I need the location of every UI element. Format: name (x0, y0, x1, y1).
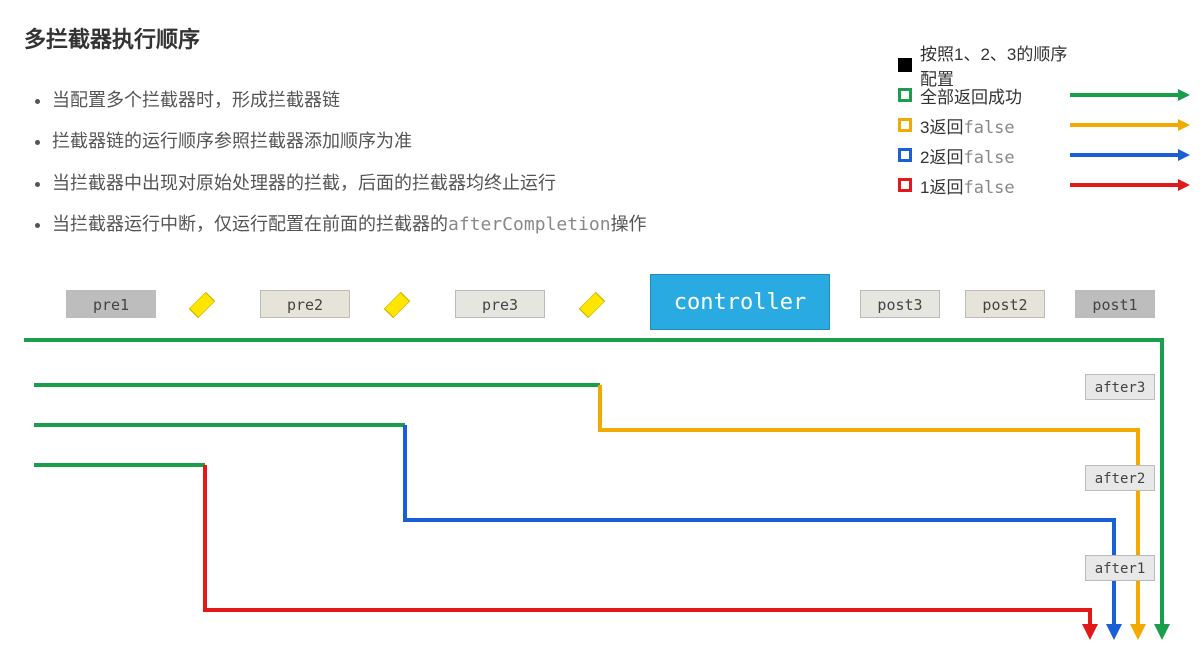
legend-mono: false (963, 148, 1014, 168)
diagram: pre1 pre2 pre3 post3 post2 post1 controller aft… (0, 270, 1202, 650)
stage-post2: post2 (965, 290, 1045, 318)
bullet-item: 当拦截器中出现对原始处理器的拦截，后面的拦截器均终止运行 (52, 163, 647, 204)
stage-pre1: pre1 (66, 290, 156, 318)
bullet-item: 拦截器链的运行顺序参照拦截器添加顺序为准 (52, 121, 647, 162)
legend-marker (898, 58, 912, 72)
legend-arrow (1070, 110, 1190, 140)
page-title: 多拦截器执行顺序 (24, 22, 200, 54)
after-after1: after1 (1085, 555, 1155, 581)
legend-label: 1返回false (920, 173, 1070, 198)
flow-red (205, 465, 1090, 632)
bullet-text: 当配置多个拦截器时，形成拦截器链 (52, 90, 340, 110)
legend-label: 全部返回成功 (920, 83, 1070, 108)
after-after3: after3 (1085, 374, 1155, 400)
bullet-text: 当拦截器运行中断，仅运行配置在前面的拦截器的 (52, 214, 448, 234)
legend-arrow (1070, 50, 1190, 80)
bullet-text: 操作 (611, 214, 647, 234)
legend-row: 按照1、2、3的顺序配置 (898, 50, 1190, 80)
legend-row: 3返回false (898, 110, 1190, 140)
flow-orange (600, 385, 1138, 632)
flow-blue (405, 425, 1114, 632)
legend-mono: false (963, 178, 1014, 198)
legend-arrow (1070, 170, 1190, 200)
legend-row: 2返回false (898, 140, 1190, 170)
stage-post1: post1 (1075, 290, 1155, 318)
legend-arrow (1070, 80, 1190, 110)
legend-marker (898, 148, 912, 162)
legend: 按照1、2、3的顺序配置全部返回成功 3返回false 2返回false 1返回fal… (898, 50, 1190, 200)
bullet-text: 拦截器链的运行顺序参照拦截器添加顺序为准 (52, 131, 412, 151)
legend-arrow (1070, 140, 1190, 170)
legend-mono: false (963, 118, 1014, 138)
stage-pre2: pre2 (260, 290, 350, 318)
legend-marker (898, 88, 912, 102)
bullet-list: 当配置多个拦截器时，形成拦截器链 拦截器链的运行顺序参照拦截器添加顺序为准 当拦… (24, 80, 647, 246)
bullet-item: 当拦截器运行中断，仅运行配置在前面的拦截器的afterCompletion操作 (52, 204, 647, 245)
bullet-item: 当配置多个拦截器时，形成拦截器链 (52, 80, 647, 121)
legend-row: 全部返回成功 (898, 80, 1190, 110)
legend-label: 2返回false (920, 143, 1070, 168)
stage-post3: post3 (860, 290, 940, 318)
legend-marker (898, 178, 912, 192)
flow-lines (0, 270, 1202, 650)
controller-box: controller (650, 274, 830, 330)
bullet-text: 当拦截器中出现对原始处理器的拦截，后面的拦截器均终止运行 (52, 173, 556, 193)
stage-pre3: pre3 (455, 290, 545, 318)
bullet-mono: afterCompletion (448, 214, 611, 235)
legend-marker (898, 118, 912, 132)
legend-row: 1返回false (898, 170, 1190, 200)
after-after2: after2 (1085, 465, 1155, 491)
legend-label: 3返回false (920, 113, 1070, 138)
